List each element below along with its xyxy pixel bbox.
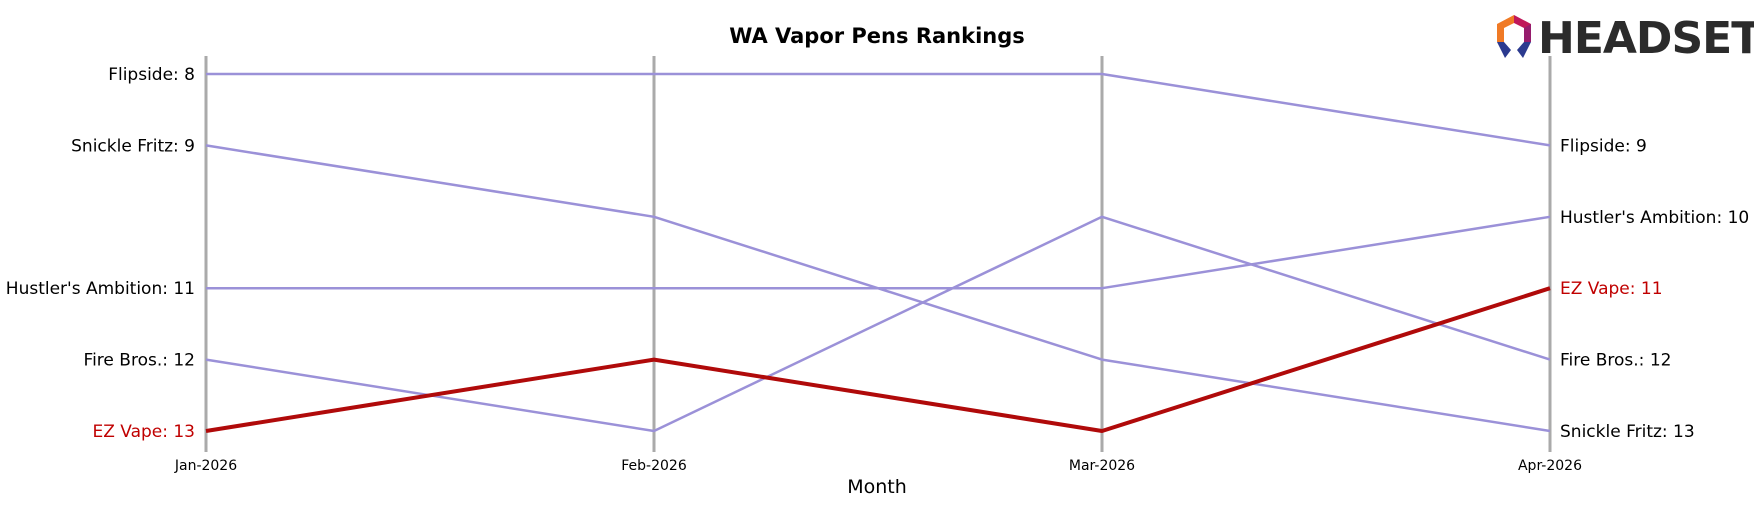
x-tick-label: Feb-2026 bbox=[621, 458, 687, 474]
start-rank-label: Flipside: 8 bbox=[108, 65, 195, 85]
start-rank-label: EZ Vape: 13 bbox=[92, 422, 195, 442]
chart-title: WA Vapor Pens Rankings bbox=[729, 24, 1025, 48]
month-axes bbox=[204, 56, 1552, 452]
x-tick-label: Jan-2026 bbox=[174, 458, 237, 474]
headset-logo-icon bbox=[1497, 15, 1531, 58]
headset-logo: HEADSET bbox=[1497, 13, 1754, 64]
x-tick-label: Apr-2026 bbox=[1518, 458, 1582, 474]
end-rank-label: EZ Vape: 11 bbox=[1560, 279, 1663, 299]
x-tick-labels: Jan-2026 Feb-2026 Mar-2026 Apr-2026 bbox=[174, 458, 1582, 474]
series-lines bbox=[205, 72, 1551, 433]
end-rank-labels: Flipside: 9 Hustler's Ambition: 10 EZ Vape… bbox=[1560, 136, 1749, 442]
end-rank-label: Flipside: 9 bbox=[1560, 136, 1647, 156]
series-line-hustler-s-ambition bbox=[206, 215, 1551, 290]
series-line-flipside bbox=[206, 72, 1551, 147]
start-rank-label: Fire Bros.: 12 bbox=[84, 351, 195, 371]
series-line-ez-vape bbox=[205, 286, 1551, 433]
x-axis-label: Month bbox=[847, 476, 907, 498]
start-rank-label: Snickle Fritz: 9 bbox=[71, 136, 195, 156]
end-rank-label: Fire Bros.: 12 bbox=[1560, 351, 1671, 371]
end-rank-label: Snickle Fritz: 13 bbox=[1560, 422, 1695, 442]
x-tick-label: Mar-2026 bbox=[1069, 458, 1135, 474]
end-rank-label: Hustler's Ambition: 10 bbox=[1560, 208, 1749, 228]
start-rank-labels: Flipside: 8 Snickle Fritz: 9 Hustler's Amb… bbox=[6, 65, 195, 442]
headset-logo-text: HEADSET bbox=[1538, 13, 1754, 64]
start-rank-label: Hustler's Ambition: 11 bbox=[6, 279, 195, 299]
